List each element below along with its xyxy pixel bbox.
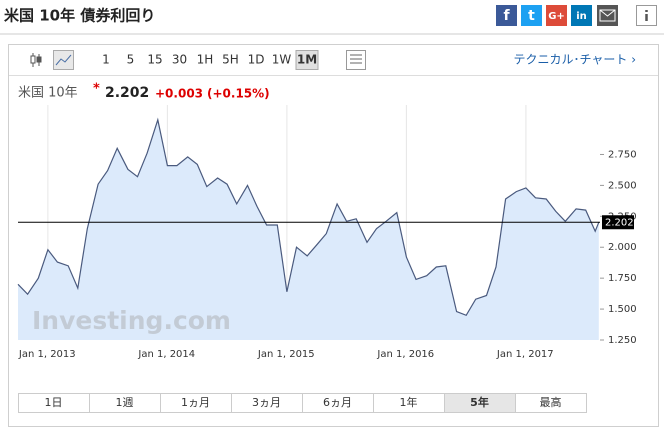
period-selected: [295, 50, 319, 70]
quote-name: 米国 10年: [18, 86, 78, 101]
share-label: t: [528, 8, 535, 24]
y-tick-label: 2.500: [608, 180, 637, 191]
range-tab[interactable]: [515, 393, 587, 413]
period-button[interactable]: 5H: [222, 53, 239, 67]
settings-button[interactable]: [346, 50, 366, 70]
period-button[interactable]: 1H: [197, 53, 214, 67]
period-button[interactable]: 1M: [297, 53, 317, 67]
settings-icon: [350, 54, 362, 64]
range-tab-label[interactable]: 1年: [400, 395, 418, 409]
x-tick-label: Jan 1, 2013: [18, 349, 76, 360]
range-tab-label[interactable]: 3ヵ月: [252, 396, 281, 409]
share-button[interactable]: [496, 5, 517, 26]
current-box: [602, 215, 634, 230]
share-label: in: [576, 11, 587, 22]
range-tab-label[interactable]: 5年: [470, 395, 489, 409]
watermark: Investing.com: [32, 306, 231, 335]
share-button[interactable]: [571, 5, 592, 26]
y-tick-label: 2.000: [608, 242, 637, 253]
period-button[interactable]: 5: [127, 53, 135, 67]
y-tick-label: 1.750: [608, 273, 637, 284]
quote-price: 2.202: [105, 85, 149, 101]
period-button[interactable]: 1W: [272, 53, 292, 67]
share-button[interactable]: [546, 5, 567, 26]
period-button[interactable]: 1D: [248, 53, 265, 67]
period-button[interactable]: 1: [102, 53, 110, 67]
line-icon: [55, 54, 72, 66]
current-label: 2.202: [605, 217, 634, 228]
share-label: f: [503, 8, 510, 24]
period-button[interactable]: 15: [147, 53, 162, 67]
candle-icon[interactable]: [30, 53, 42, 67]
range-tab-label[interactable]: 最高: [540, 395, 562, 409]
x-tick-label: Jan 1, 2017: [496, 349, 554, 360]
range-tab-label[interactable]: 1週: [116, 396, 134, 409]
line: [17, 117, 600, 317]
panel: [8, 44, 659, 427]
range-tab-label[interactable]: 1日: [45, 396, 63, 409]
share-label: G+: [548, 11, 565, 22]
quote-percent: (+0.15%): [207, 87, 270, 101]
y-tick-label: 1.500: [608, 304, 637, 315]
area: [18, 119, 599, 340]
range-tab-label[interactable]: 6ヵ月: [323, 396, 352, 409]
range-tab-label[interactable]: 1ヵ月: [181, 396, 210, 409]
x-tick-label: Jan 1, 2016: [376, 349, 434, 360]
title: 米国 10年 債券利回り: [4, 7, 155, 25]
y-tick-label: 2.750: [608, 149, 637, 160]
mail-icon: [599, 9, 616, 22]
technical-link[interactable]: テクニカル･チャート ›: [514, 53, 637, 67]
x-tick-label: Jan 1, 2014: [137, 349, 195, 360]
x-tick-label: Jan 1, 2015: [257, 349, 315, 360]
quote-star: *: [93, 82, 100, 97]
quote-change: +0.003: [155, 87, 203, 101]
y-tick-label: 1.250: [608, 335, 637, 346]
line-chart-button[interactable]: [53, 50, 74, 70]
share-button[interactable]: [521, 5, 542, 26]
period-button[interactable]: 30: [172, 53, 187, 67]
